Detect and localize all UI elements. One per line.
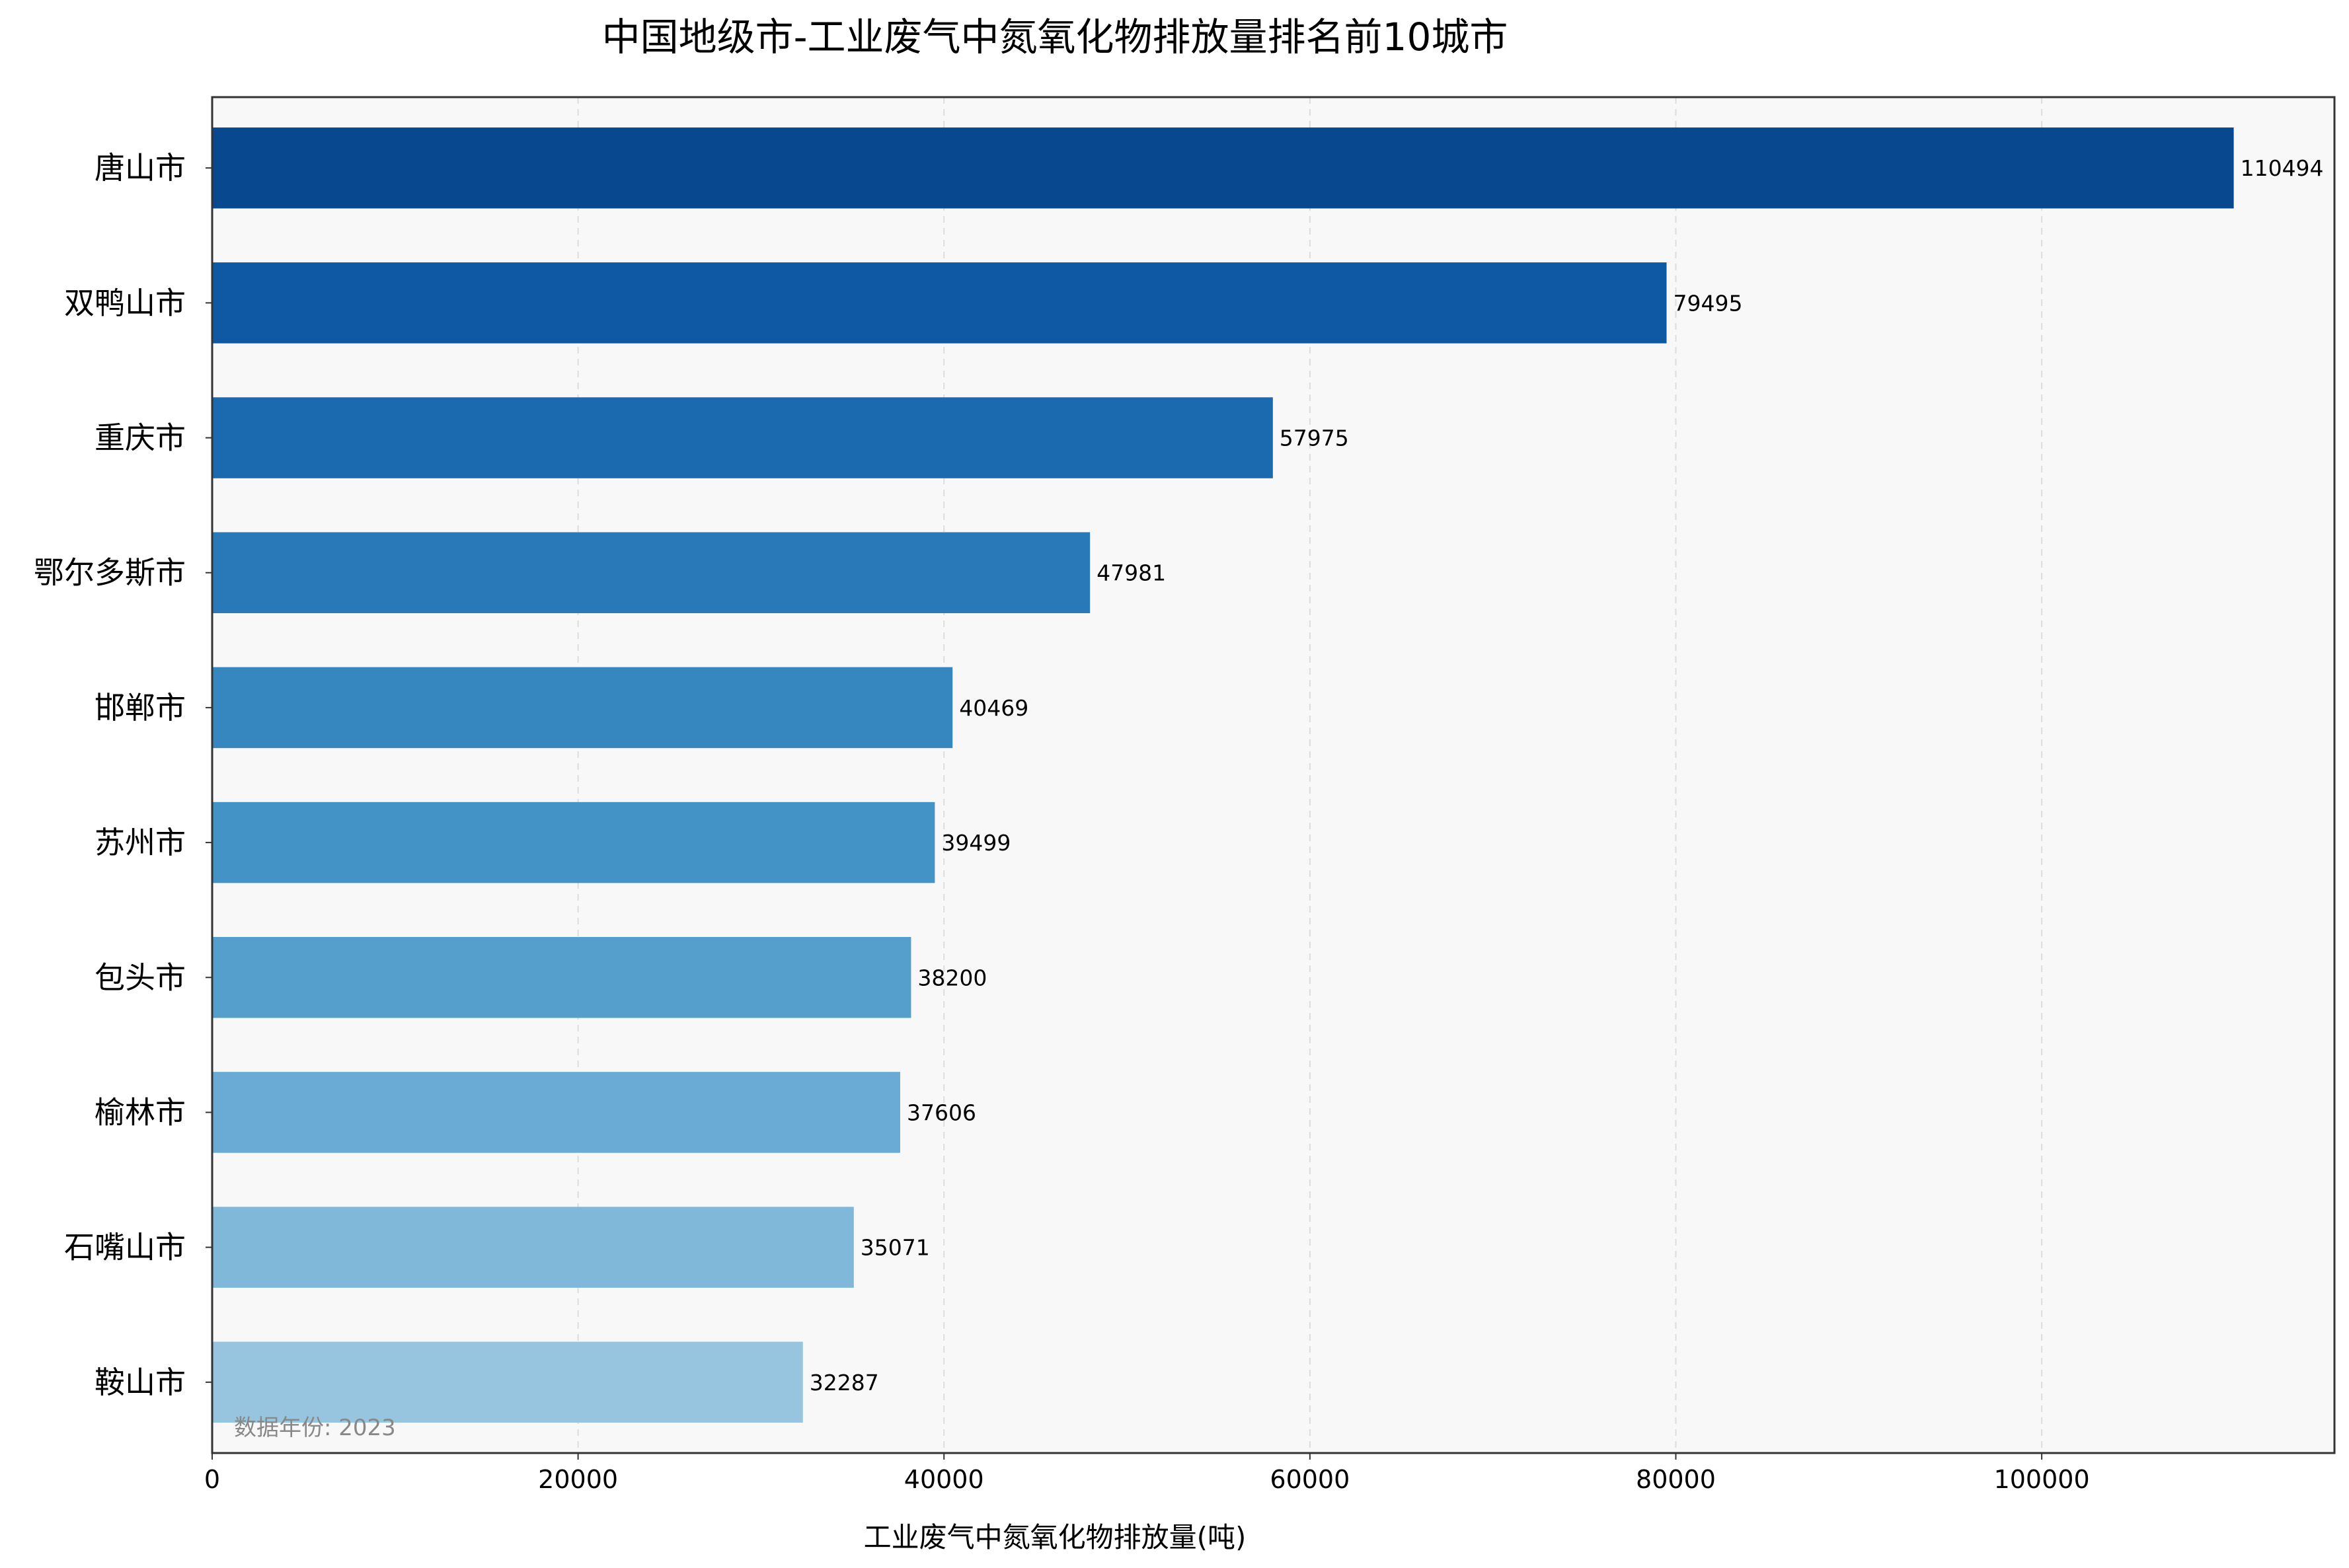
- y-tick-label: 苏州市: [95, 825, 186, 860]
- data-label: 37606: [907, 1100, 976, 1125]
- data-label: 39499: [941, 830, 1011, 856]
- y-tick-label: 榆林市: [95, 1094, 186, 1130]
- x-tick-label: 80000: [1636, 1465, 1716, 1494]
- data-year-annotation: 数据年份: 2023: [234, 1415, 396, 1441]
- bar: [212, 532, 1091, 613]
- chart-title: 中国地级市-工业废气中氮氧化物排放量排名前10城市: [602, 15, 1508, 59]
- y-tick-label: 双鸭山市: [64, 285, 186, 320]
- data-label: 57975: [1280, 426, 1349, 451]
- bars: [212, 127, 2234, 1423]
- plot-frame: [211, 96, 2336, 1454]
- x-axis-label: 工业废气中氮氧化物排放量(吨): [864, 1521, 1247, 1553]
- bar: [212, 397, 1273, 478]
- data-label: 32287: [810, 1370, 879, 1396]
- bar: [212, 1072, 900, 1153]
- bar: [212, 802, 935, 883]
- data-label: 47981: [1097, 560, 1166, 586]
- x-tick-label: 60000: [1270, 1465, 1350, 1494]
- x-axis-ticks: 0 20000 40000 60000 80000 100000: [204, 1453, 2090, 1494]
- x-tick-label: 100000: [1994, 1465, 2090, 1494]
- y-tick-label: 鄂尔多斯市: [34, 555, 186, 591]
- bar: [212, 937, 911, 1018]
- data-label: 38200: [917, 965, 987, 990]
- y-tick-label: 包头市: [95, 959, 186, 995]
- x-tick-label: 40000: [904, 1465, 984, 1494]
- data-label: 40469: [959, 695, 1028, 721]
- bar: [212, 1341, 803, 1423]
- y-tick-label: 石嘴山市: [64, 1230, 186, 1265]
- bar: [212, 262, 1667, 344]
- bar: [212, 667, 953, 749]
- data-label: 79495: [1674, 290, 1743, 316]
- data-labels: 110494 79495 57975 47981 40469 39499 38200 3760…: [810, 155, 2324, 1396]
- x-tick-label: 0: [204, 1465, 220, 1494]
- y-tick-label: 邯郸市: [95, 690, 186, 726]
- bar: [212, 127, 2234, 209]
- bar: [212, 1207, 854, 1288]
- y-tick-label: 鞍山市: [95, 1364, 186, 1400]
- data-label: 110494: [2241, 155, 2324, 181]
- y-tick-label: 重庆市: [95, 420, 186, 456]
- y-tick-label: 唐山市: [95, 150, 186, 186]
- data-label: 35071: [861, 1235, 930, 1261]
- x-tick-label: 20000: [538, 1465, 618, 1494]
